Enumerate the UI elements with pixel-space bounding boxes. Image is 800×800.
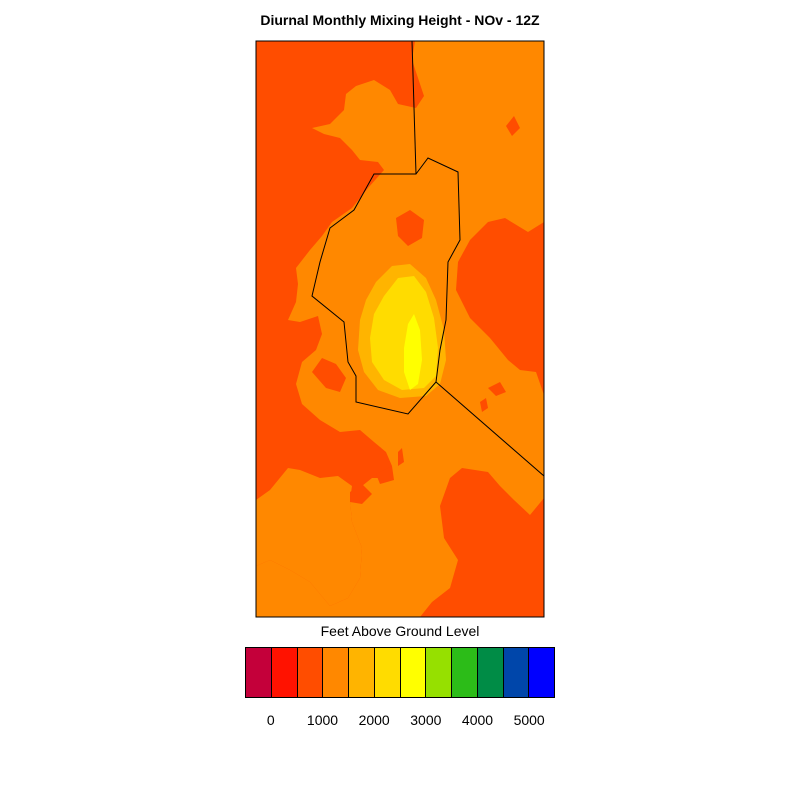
contour-pocket-east2: [488, 382, 506, 396]
colorbar: [245, 647, 555, 698]
colorbar-tick-label: 5000: [513, 712, 545, 728]
map-title: Diurnal Monthly Mixing Height - NOv - 12…: [260, 12, 540, 28]
contour-pocket-southwest: [350, 484, 372, 504]
colorbar-tick-label: 4000: [461, 712, 494, 728]
contour-pocket-northeast: [506, 116, 520, 136]
colorbar-swatch-7: [426, 648, 452, 697]
contour-pocket-east: [480, 398, 488, 412]
colorbar-swatch-2: [297, 648, 324, 697]
colorbar-swatch-0: [246, 648, 272, 697]
colorbar-swatch-1: [271, 648, 298, 697]
colorbar-swatch-9: [477, 648, 504, 697]
colorbar-swatch-3: [323, 648, 349, 697]
colorbar-tick-label: 2000: [358, 712, 390, 728]
colorbar-swatch-5: [374, 648, 401, 697]
colorbar-swatch-6: [400, 648, 427, 697]
boundary-north-line: [411, 40, 417, 175]
colorbar-tick-label: 0: [266, 712, 275, 728]
colorbar-title: Feet Above Ground Level: [320, 623, 480, 639]
colorbar-swatch-11: [529, 648, 554, 697]
colorbar-tick-label: 3000: [410, 712, 442, 728]
colorbar-swatch-8: [452, 648, 478, 697]
colorbar-tick-label: 1000: [306, 712, 339, 728]
contour-pocket-west: [312, 358, 346, 392]
contour-band-peak: [404, 314, 422, 390]
colorbar-swatch-10: [503, 648, 530, 697]
map-frame: [255, 40, 545, 618]
contour-pocket-north: [396, 210, 424, 246]
contour-pocket-southwest2: [376, 466, 394, 484]
contour-pocket-south: [398, 448, 404, 466]
contour-band-mid-southwest: [256, 468, 362, 606]
boundary-valley-outline: [311, 157, 461, 415]
colorbar-swatch-4: [349, 648, 375, 697]
boundary-southeast-line: [435, 381, 545, 477]
